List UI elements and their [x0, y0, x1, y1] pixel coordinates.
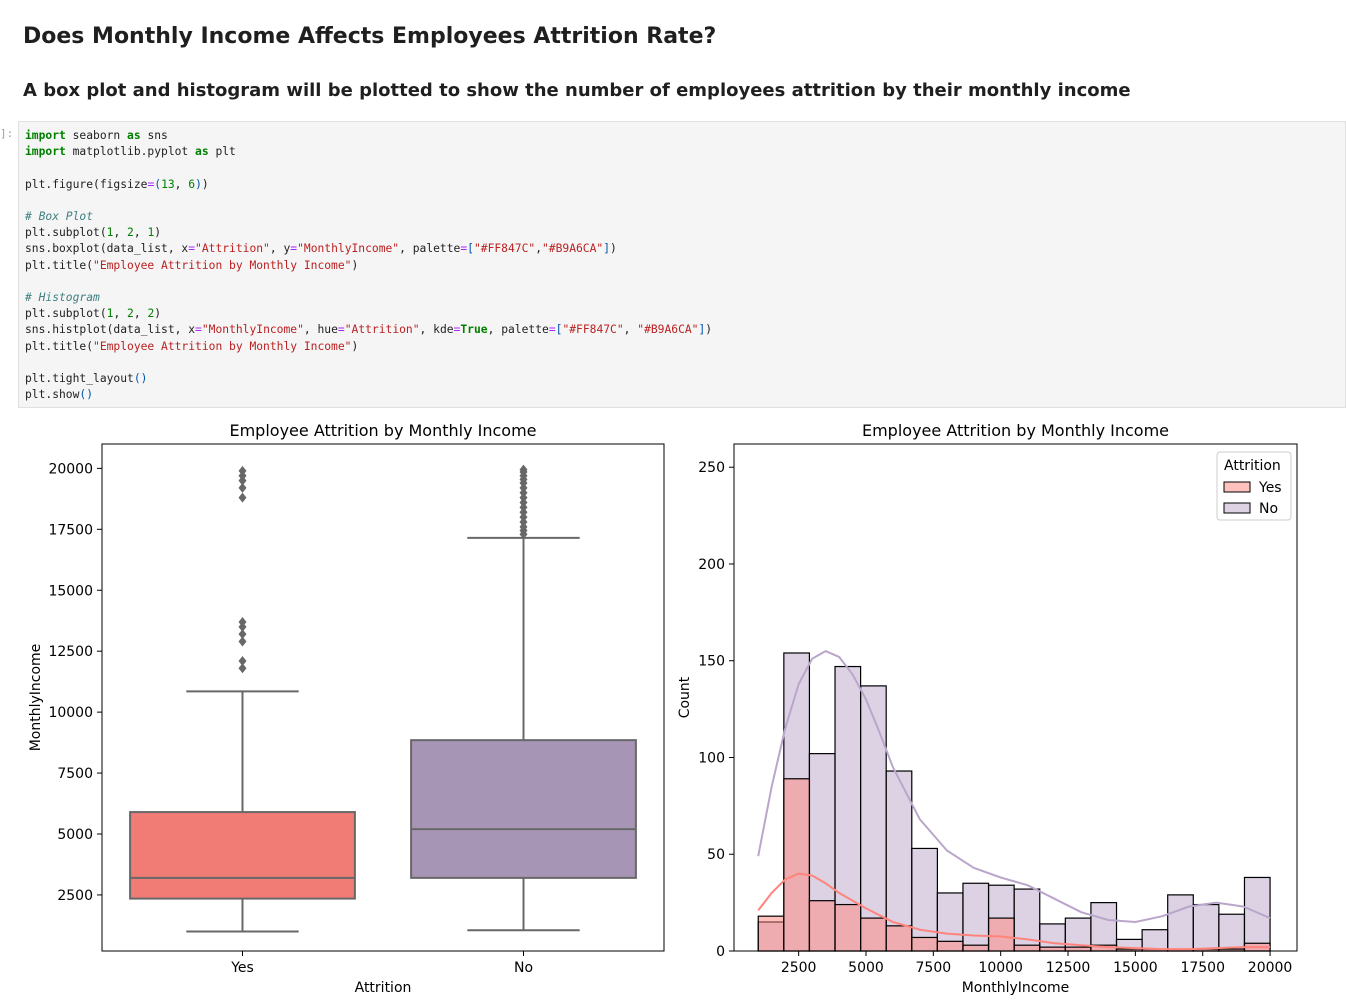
box-ytick-label: 12500 — [48, 644, 93, 660]
box-iqr-no — [410, 739, 637, 879]
hist-bar-yes — [885, 925, 913, 952]
hist-bar-yes — [1064, 946, 1092, 952]
hist-bar-yes — [783, 778, 811, 952]
markdown-heading: Does Monthly Income Affects Employees At… — [23, 24, 717, 49]
hist-legend-title: Attrition — [1224, 458, 1281, 474]
hist-ytick-label: 250 — [698, 460, 725, 476]
box-ytick-label: 15000 — [48, 583, 93, 599]
hist-bar-no — [1013, 888, 1041, 952]
box-outlier — [238, 465, 247, 476]
box-axes-frame — [101, 443, 665, 952]
hist-xtick-label: 20000 — [1248, 960, 1293, 976]
cell-output: Employee Attrition by Monthly Income 2500… — [0, 410, 1346, 1004]
hist-xtick-label: 15000 — [1113, 960, 1158, 976]
box-xtick-label: Yes — [230, 960, 254, 976]
hist-ylabel: Count — [677, 676, 693, 718]
hist-kde-yes — [757, 872, 1271, 951]
code-cell[interactable]: import seaborn as sns import matplotlib.… — [18, 121, 1346, 408]
hist-bar-yes — [911, 936, 938, 952]
cell-prompt: ]: — [0, 127, 14, 140]
hist-xtick-label: 7500 — [916, 960, 952, 976]
box-ylabel: MonthlyIncome — [28, 644, 44, 752]
box-ytick-label: 10000 — [48, 705, 93, 721]
hist-ytick-label: 200 — [698, 557, 725, 573]
box-xlabel: Attrition — [355, 980, 412, 996]
hist-chart-title: Employee Attrition by Monthly Income — [862, 421, 1169, 440]
hist-bar-no — [1243, 876, 1271, 952]
hist-axes-frame — [733, 443, 1298, 952]
hist-ytick-label: 100 — [698, 750, 725, 766]
box-outlier — [238, 629, 247, 640]
hist-legend-swatch-yes — [1223, 481, 1251, 493]
hist-xtick-label: 17500 — [1180, 960, 1225, 976]
hist-ytick-label: 0 — [716, 944, 725, 960]
box-outlier — [238, 655, 247, 666]
hist-kde-no — [757, 650, 1271, 923]
hist-bar-no — [911, 847, 938, 952]
box-outlier — [238, 616, 247, 627]
code-editor[interactable]: import seaborn as sns import matplotlib.… — [25, 129, 713, 402]
hist-xtick-label: 5000 — [848, 960, 884, 976]
hist-bar-no — [1218, 913, 1246, 952]
figure-output: Employee Attrition by Monthly Income2500… — [28, 421, 1298, 996]
hist-bar-yes — [1013, 944, 1041, 952]
box-ytick-label: 2500 — [57, 888, 93, 904]
hist-ytick-label: 150 — [698, 654, 725, 670]
hist-bar-yes — [962, 944, 990, 952]
hist-legend-swatch-no — [1223, 502, 1251, 514]
box-ytick-label: 17500 — [48, 522, 93, 538]
hist-bar-yes — [987, 917, 1015, 952]
box-ytick-label: 5000 — [57, 827, 93, 843]
box-ytick-label: 7500 — [57, 766, 93, 782]
markdown-subheading: A box plot and histogram will be plotted… — [23, 80, 1131, 101]
hist-xtick-label: 12500 — [1046, 960, 1091, 976]
hist-legend-label-no: No — [1259, 501, 1278, 517]
hist-bar-yes — [936, 940, 964, 952]
hist-bar-yes — [808, 900, 836, 952]
box-ytick-label: 20000 — [48, 461, 93, 477]
hist-bar-yes — [757, 915, 785, 952]
hist-xlabel: MonthlyIncome — [962, 980, 1070, 996]
box-outlier — [238, 636, 247, 647]
box-outlier — [238, 482, 247, 493]
box-iqr-yes — [129, 811, 356, 900]
box-outlier — [519, 464, 528, 475]
box-outlier — [238, 492, 247, 503]
box-chart-title: Employee Attrition by Monthly Income — [229, 421, 536, 440]
hist-bar-no — [1192, 903, 1220, 952]
box-outlier — [238, 663, 247, 674]
hist-bar-no — [1167, 894, 1194, 952]
hist-bar-yes — [860, 917, 887, 952]
hist-ytick-label: 50 — [707, 847, 725, 863]
hist-xtick-label: 2500 — [781, 960, 817, 976]
hist-bar-yes — [1039, 946, 1066, 952]
hist-bar-no — [1090, 902, 1118, 952]
hist-xtick-label: 10000 — [978, 960, 1023, 976]
box-xtick-label: No — [514, 960, 533, 976]
hist-bar-no — [962, 882, 990, 952]
hist-bar-no — [1039, 923, 1066, 952]
hist-bar-yes — [834, 903, 862, 952]
hist-legend-label-yes: Yes — [1258, 480, 1282, 496]
